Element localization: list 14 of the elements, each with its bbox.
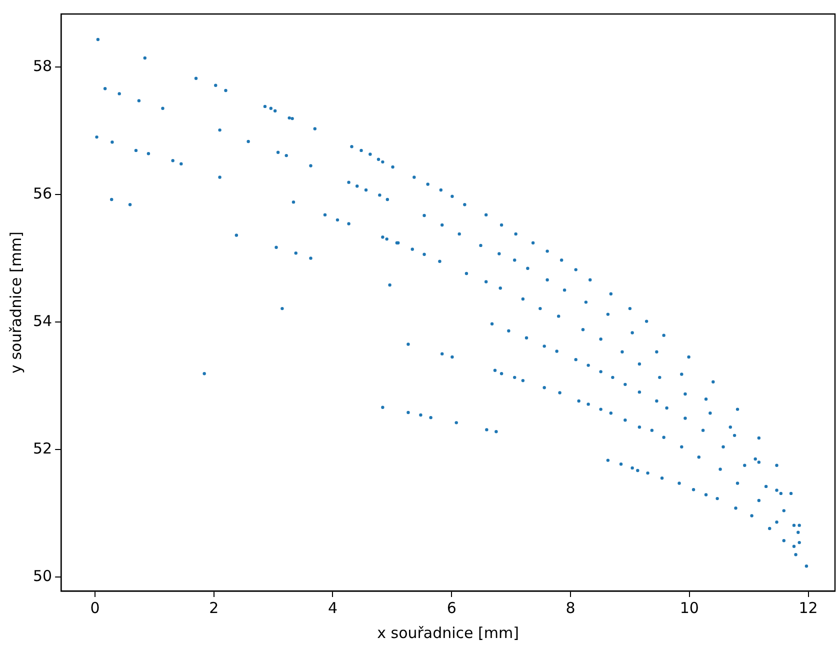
y-tick-label: 58 (32, 56, 52, 75)
x-tick-label: 6 (446, 598, 456, 617)
x-tick-label: 2 (209, 598, 219, 617)
y-tick-label: 50 (32, 566, 52, 585)
x-tick-label: 0 (90, 598, 100, 617)
x-axis-title: x souřadnice [mm] (377, 624, 519, 642)
x-tick-label: 12 (798, 598, 818, 617)
y-tick-label: 56 (32, 184, 52, 202)
x-tick-label: 8 (566, 598, 576, 617)
y-axis-title: y souřadnice [mm] (6, 232, 25, 374)
x-tick-label: 4 (328, 598, 338, 617)
y-tick-label: 52 (32, 439, 52, 458)
x-tick-label: 10 (680, 598, 699, 617)
y-tick-label: 54 (32, 312, 52, 330)
